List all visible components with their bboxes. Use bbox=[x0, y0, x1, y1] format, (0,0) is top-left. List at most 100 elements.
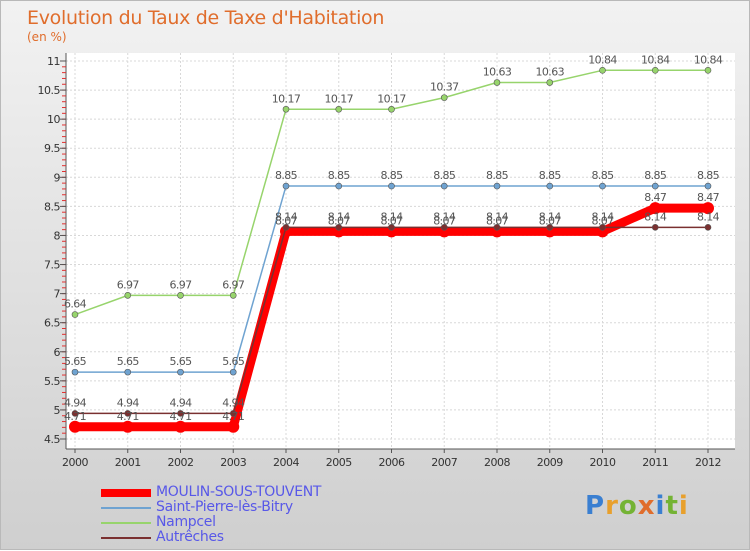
data-point bbox=[702, 202, 714, 215]
data-label: 4.71 bbox=[117, 410, 139, 423]
data-point bbox=[599, 182, 606, 190]
y-tick-label: 7.5 bbox=[44, 259, 60, 272]
data-label: 8.14 bbox=[328, 210, 351, 223]
data-label: 4.94 bbox=[117, 396, 140, 409]
data-label: 10.17 bbox=[325, 92, 354, 105]
data-label: 8.14 bbox=[486, 210, 509, 223]
x-tick-label: 2004 bbox=[273, 456, 299, 469]
data-point bbox=[71, 410, 79, 417]
data-label: 10.84 bbox=[588, 53, 617, 66]
legend-label: Saint-Pierre-lès-Bitry bbox=[156, 499, 293, 515]
data-point bbox=[282, 182, 290, 190]
data-point bbox=[493, 182, 501, 190]
data-point bbox=[229, 410, 237, 417]
y-tick-label: 9 bbox=[54, 171, 61, 184]
data-point bbox=[227, 420, 240, 433]
data-label: 8.07 bbox=[539, 214, 562, 227]
data-point bbox=[704, 182, 712, 190]
data-point bbox=[124, 410, 132, 417]
data-label: 8.85 bbox=[328, 169, 351, 182]
x-tick-label: 2008 bbox=[484, 456, 510, 469]
y-tick-label: 8.5 bbox=[44, 200, 60, 213]
data-label: 8.14 bbox=[697, 210, 720, 223]
y-tick-label: 10.5 bbox=[38, 84, 61, 97]
data-point bbox=[124, 292, 132, 299]
x-tick-label: 2011 bbox=[642, 456, 668, 469]
data-label: 8.14 bbox=[644, 210, 667, 223]
y-tick-label: 6 bbox=[54, 346, 61, 359]
data-label: 8.07 bbox=[433, 214, 456, 227]
proxiti-logo: Proxiti bbox=[585, 491, 689, 521]
data-point bbox=[229, 368, 237, 376]
data-point bbox=[174, 420, 187, 433]
data-point bbox=[546, 79, 554, 86]
data-label: 6.97 bbox=[222, 278, 245, 291]
data-label: 10.17 bbox=[272, 92, 301, 105]
data-label: 5.65 bbox=[222, 355, 245, 368]
x-tick-label: 2005 bbox=[326, 456, 352, 469]
data-label: 8.85 bbox=[486, 169, 509, 182]
chart-subtitle: (en %) bbox=[27, 30, 67, 44]
data-point bbox=[335, 182, 343, 190]
data-point bbox=[121, 420, 134, 433]
data-label: 8.85 bbox=[539, 169, 562, 182]
x-tick-label: 2001 bbox=[115, 456, 141, 469]
data-label: 5.65 bbox=[117, 355, 140, 368]
data-label: 8.07 bbox=[591, 214, 614, 227]
legend-swatch bbox=[101, 506, 151, 509]
data-point bbox=[335, 224, 343, 231]
logo-letter: x bbox=[637, 491, 656, 521]
x-tick-label: 2007 bbox=[431, 456, 457, 469]
x-tick-label: 2009 bbox=[537, 456, 563, 469]
x-tick-label: 2003 bbox=[220, 456, 246, 469]
data-label: 5.65 bbox=[64, 355, 87, 368]
data-label: 8.14 bbox=[433, 210, 456, 223]
data-point bbox=[177, 410, 184, 417]
data-point bbox=[599, 67, 606, 74]
data-label: 6.64 bbox=[64, 298, 87, 311]
y-tick-label: 8 bbox=[54, 229, 61, 242]
legend-label: Autrêches bbox=[156, 529, 224, 545]
x-tick-label: 2002 bbox=[168, 456, 194, 469]
legend-swatch bbox=[101, 488, 151, 497]
y-tick-label: 10 bbox=[47, 113, 60, 126]
data-label: 10.84 bbox=[694, 53, 723, 66]
data-point bbox=[651, 182, 659, 190]
data-point bbox=[124, 368, 132, 376]
legend-item: Nampcel bbox=[101, 515, 321, 530]
x-tick-label: 2010 bbox=[590, 456, 616, 469]
legend-item: Autrêches bbox=[101, 530, 321, 545]
data-label: 10.63 bbox=[536, 66, 565, 79]
data-label: 8.07 bbox=[486, 214, 509, 227]
legend-label: MOULIN-SOUS-TOUVENT bbox=[156, 484, 322, 500]
data-point bbox=[177, 368, 184, 376]
logo-letter: t bbox=[665, 491, 679, 521]
data-point bbox=[651, 67, 659, 74]
data-label: 8.14 bbox=[275, 210, 298, 223]
data-point bbox=[493, 224, 501, 231]
data-label: 4.71 bbox=[169, 410, 191, 423]
data-label: 8.14 bbox=[591, 210, 614, 223]
legend-swatch bbox=[101, 521, 151, 524]
data-label: 8.85 bbox=[697, 169, 720, 182]
data-point bbox=[440, 224, 448, 231]
logo-letter: P bbox=[585, 491, 606, 521]
data-point bbox=[177, 292, 184, 299]
data-label: 8.14 bbox=[380, 210, 403, 223]
legend-label: Nampcel bbox=[156, 514, 216, 530]
y-tick-label: 5 bbox=[54, 404, 61, 417]
y-tick-label: 4.5 bbox=[44, 433, 60, 446]
data-point bbox=[71, 368, 79, 376]
data-label: 10.37 bbox=[430, 81, 459, 94]
data-label: 6.97 bbox=[117, 278, 140, 291]
data-label: 8.07 bbox=[275, 214, 298, 227]
data-label: 10.84 bbox=[641, 53, 670, 66]
data-point bbox=[388, 224, 395, 231]
data-point bbox=[388, 182, 395, 190]
y-tick-label: 9.5 bbox=[44, 142, 60, 155]
legend-item: MOULIN-SOUS-TOUVENT bbox=[101, 485, 321, 500]
data-label: 8.47 bbox=[644, 191, 667, 204]
chart-title: Evolution du Taux de Taxe d'Habitation bbox=[27, 7, 385, 29]
legend-item: Saint-Pierre-lès-Bitry bbox=[101, 500, 321, 515]
data-point bbox=[599, 224, 606, 231]
